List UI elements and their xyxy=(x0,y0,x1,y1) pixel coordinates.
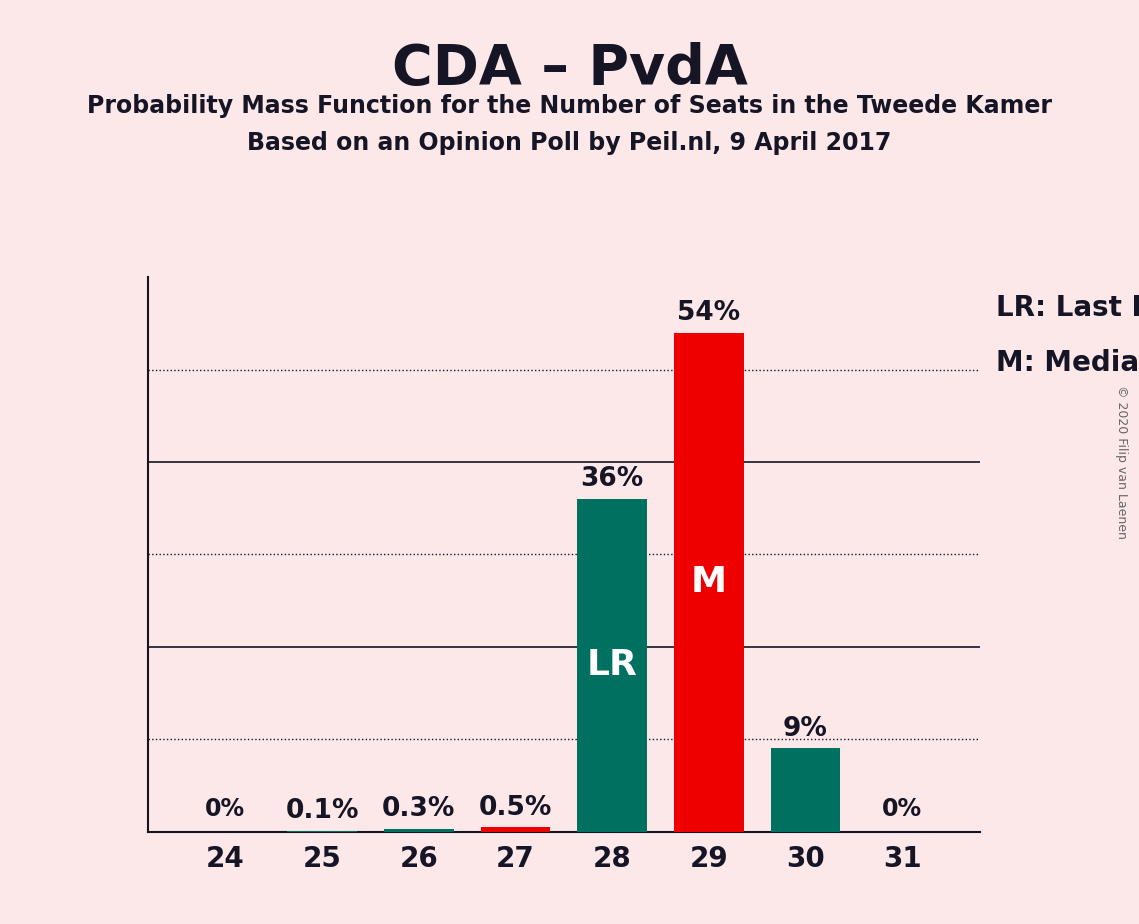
Text: Based on an Opinion Poll by Peil.nl, 9 April 2017: Based on an Opinion Poll by Peil.nl, 9 A… xyxy=(247,131,892,155)
Text: 54%: 54% xyxy=(678,300,740,326)
Text: © 2020 Filip van Laenen: © 2020 Filip van Laenen xyxy=(1115,385,1129,539)
Bar xyxy=(481,827,550,832)
Bar xyxy=(287,831,357,832)
Text: LR: LR xyxy=(587,649,638,682)
Text: 0%: 0% xyxy=(205,796,246,821)
Text: 0.3%: 0.3% xyxy=(382,796,456,822)
Text: 9%: 9% xyxy=(784,716,828,742)
Text: 36%: 36% xyxy=(581,467,644,492)
Text: 0.5%: 0.5% xyxy=(478,795,552,821)
Bar xyxy=(771,748,841,832)
Bar xyxy=(384,829,453,832)
Text: 0.1%: 0.1% xyxy=(286,798,359,824)
Text: LR: Last Result: LR: Last Result xyxy=(997,294,1139,322)
Text: 0%: 0% xyxy=(882,796,923,821)
Text: CDA – PvdA: CDA – PvdA xyxy=(392,42,747,95)
Text: Probability Mass Function for the Number of Seats in the Tweede Kamer: Probability Mass Function for the Number… xyxy=(87,94,1052,118)
Text: M: M xyxy=(691,565,727,599)
Bar xyxy=(674,333,744,832)
Text: M: Median: M: Median xyxy=(997,349,1139,377)
Bar xyxy=(577,499,647,832)
